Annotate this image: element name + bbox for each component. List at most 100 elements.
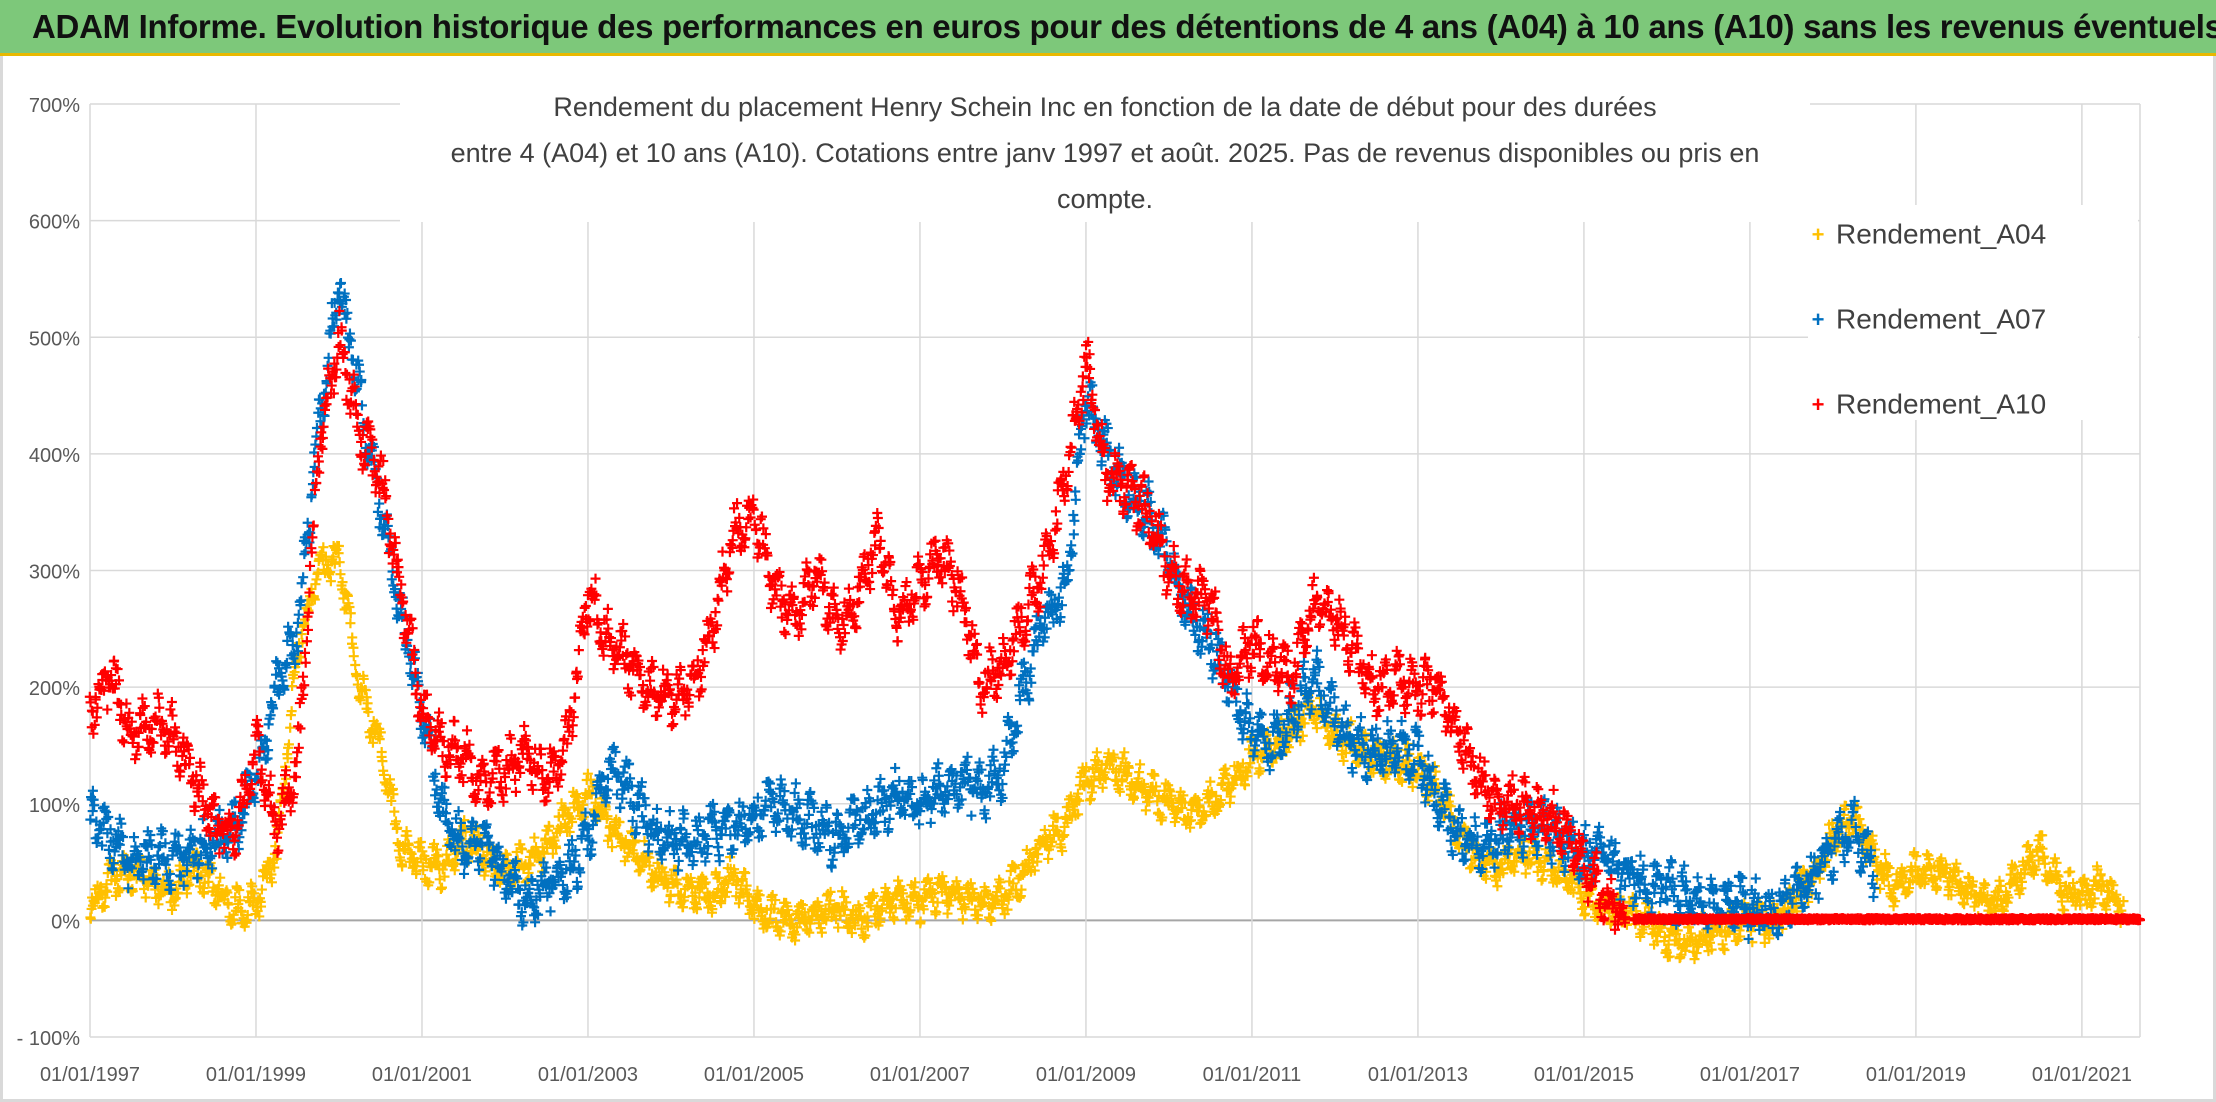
point-rendement-a07 [296,578,307,589]
point-rendement-a04 [325,576,336,587]
point-rendement-a07 [1692,872,1703,883]
point-rendement-a04 [659,867,670,878]
point-rendement-a04 [234,885,245,896]
x-tick-label: 01/01/2015 [1534,1064,1634,1086]
point-rendement-a04 [355,695,366,706]
point-rendement-a07 [356,400,367,411]
point-rendement-a04 [102,886,113,897]
point-rendement-a04 [1119,747,1130,758]
point-rendement-a04 [431,844,442,855]
point-rendement-a04 [318,542,329,553]
point-rendement-a04 [247,881,258,892]
point-rendement-a04 [582,768,593,779]
point-rendement-a04 [644,860,655,871]
point-rendement-a04 [648,881,659,892]
point-rendement-a04 [388,789,399,800]
point-rendement-a04 [389,806,400,817]
y-tick-label: - 100% [17,1028,81,1050]
point-rendement-a04 [333,541,344,552]
point-rendement-a07 [790,778,801,789]
point-rendement-a04 [256,884,267,895]
x-tick-label: 01/01/2019 [1866,1064,1966,1086]
point-rendement-a04 [551,843,562,854]
point-rendement-a07 [1635,850,1646,861]
point-rendement-a04 [837,886,848,897]
point-rendement-a07 [1068,529,1079,540]
x-tick-label: 01/01/2013 [1368,1064,1468,1086]
point-rendement-a07 [700,856,711,867]
point-rendement-a07 [637,811,648,822]
point-rendement-a04 [297,637,308,648]
point-rendement-a04 [222,887,233,898]
point-rendement-a07 [933,758,944,769]
y-tick-label: 500% [29,328,80,350]
point-rendement-a07 [608,741,619,752]
point-rendement-a07 [1382,716,1393,727]
point-rendement-a04 [525,860,536,871]
x-tick-label: 01/01/2021 [2032,1064,2132,1086]
point-rendement-a07 [298,572,309,583]
point-rendement-a04 [567,817,578,828]
point-rendement-a04 [710,867,721,878]
point-rendement-a07 [1470,820,1481,831]
point-rendement-a07 [1705,873,1716,884]
point-rendement-a04 [517,844,528,855]
report-banner: ADAM Informe. Evolution historique des p… [0,0,2216,56]
point-rendement-a04 [325,567,336,578]
point-rendement-a04 [707,904,718,915]
point-rendement-a04 [714,872,725,883]
point-rendement-a04 [405,847,416,858]
point-rendement-a07 [673,855,684,866]
point-rendement-a07 [335,277,346,288]
point-rendement-a04 [549,835,560,846]
point-rendement-a04 [283,739,294,750]
point-rendement-a04 [363,706,374,717]
point-rendement-a04 [602,811,613,822]
point-rendement-a04 [1338,755,1349,766]
point-rendement-a04 [344,602,355,613]
point-rendement-a07 [293,609,304,620]
point-rendement-a04 [110,876,121,887]
point-rendement-a04 [374,734,385,745]
point-rendement-a04 [578,799,589,810]
point-rendement-a07 [974,757,985,768]
point-rendement-a04 [915,916,926,927]
point-rendement-a07 [374,498,385,509]
point-rendement-a04 [424,877,435,888]
point-rendement-a04 [1689,954,1700,965]
point-rendement-a07 [832,809,843,820]
point-rendement-a07 [129,832,140,843]
point-rendement-a04 [529,832,540,843]
point-rendement-a04 [435,884,446,895]
point-rendement-a07 [1604,840,1615,851]
point-rendement-a04 [212,896,223,907]
point-rendement-a04 [691,904,702,915]
point-rendement-a07 [1750,873,1761,884]
point-rendement-a04 [236,906,247,917]
point-rendement-a04 [1085,793,1096,804]
point-rendement-a04 [386,795,397,806]
point-rendement-a04 [1043,853,1054,864]
point-rendement-a07 [572,881,583,892]
point-rendement-a04 [1205,776,1216,787]
x-tick-label: 01/01/2003 [538,1064,638,1086]
point-rendement-a07 [827,854,838,865]
point-rendement-a04 [418,865,429,876]
point-rendement-a07 [1580,820,1591,831]
point-rendement-a04 [376,747,387,758]
point-rendement-a07 [914,819,925,830]
point-rendement-a04 [296,629,307,640]
point-rendement-a07 [803,809,814,820]
point-rendement-a07 [1312,645,1323,656]
point-rendement-a07 [272,657,283,668]
point-rendement-a04 [347,632,358,643]
point-rendement-a07 [85,814,96,825]
point-rendement-a04 [348,651,359,662]
point-rendement-a04 [345,618,356,629]
point-rendement-a04 [931,907,942,918]
point-rendement-a04 [560,821,571,832]
point-rendement-a07 [640,800,651,811]
point-rendement-a04 [254,911,265,922]
point-rendement-a04 [345,608,356,619]
